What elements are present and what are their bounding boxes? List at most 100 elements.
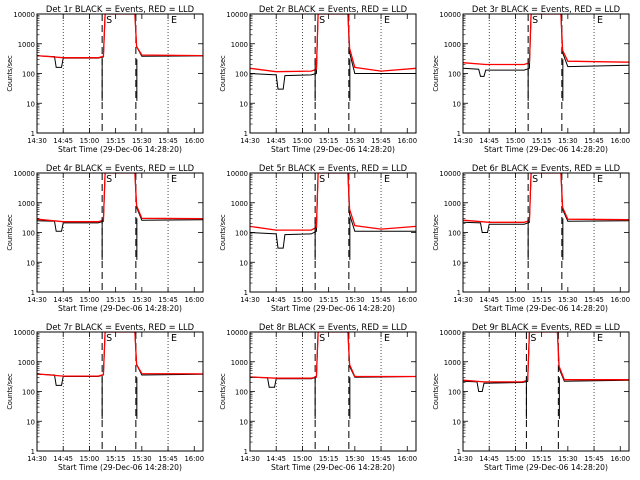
x-axis-label: Start Time (29-Dec-06 14:28:20) bbox=[58, 304, 182, 313]
events-series-line bbox=[463, 173, 629, 233]
y-tick-label: 1000 bbox=[444, 41, 461, 49]
x-tick-label: 15:45 bbox=[158, 137, 178, 145]
y-tick-label: 100 bbox=[448, 71, 461, 79]
y-tick-label: 10000 bbox=[13, 170, 35, 178]
x-tick-label: 14:45 bbox=[53, 455, 73, 463]
x-tick-label: 15:30 bbox=[132, 137, 152, 145]
x-tick-label: 15:15 bbox=[319, 455, 339, 463]
x-tick-label: 15:00 bbox=[80, 455, 100, 463]
x-axis-label: Start Time (29-Dec-06 14:28:20) bbox=[271, 304, 395, 313]
lld-series-line bbox=[37, 173, 203, 223]
x-tick-label: 15:30 bbox=[558, 137, 578, 145]
x-tick-label: 14:45 bbox=[266, 137, 286, 145]
x-tick-label: 15:00 bbox=[506, 137, 526, 145]
x-tick-label: 15:45 bbox=[584, 455, 604, 463]
y-tick-label: 10000 bbox=[226, 329, 248, 337]
x-tick-label: 14:30 bbox=[453, 455, 473, 463]
x-tick-label: 15:30 bbox=[558, 296, 578, 304]
x-tick-label: 16:00 bbox=[397, 455, 417, 463]
panel-title: Det 7r BLACK = Events, RED = LLD bbox=[46, 322, 194, 332]
start-marker-label: S bbox=[106, 174, 112, 185]
x-tick-label: 15:45 bbox=[158, 455, 178, 463]
start-marker-label: S bbox=[106, 333, 112, 344]
lld-series-line bbox=[250, 14, 416, 73]
x-axis-label: Start Time (29-Dec-06 14:28:20) bbox=[58, 145, 182, 154]
y-tick-label: 1 bbox=[244, 289, 248, 297]
y-tick-label: 10000 bbox=[226, 11, 248, 19]
lld-series-line bbox=[463, 173, 629, 223]
end-marker-label: E bbox=[597, 15, 603, 26]
start-marker-label: S bbox=[106, 15, 112, 26]
panel-title: Det 9r BLACK = Events, RED = LLD bbox=[472, 322, 620, 332]
y-axis-label: Counts/sec bbox=[219, 55, 227, 92]
y-tick-label: 1 bbox=[31, 289, 35, 297]
lld-series-line bbox=[37, 332, 203, 377]
x-tick-label: 15:15 bbox=[106, 296, 126, 304]
end-marker-label: E bbox=[171, 174, 177, 185]
panel-title: Det 3r BLACK = Events, RED = LLD bbox=[472, 4, 620, 14]
panel-title: Det 2r BLACK = Events, RED = LLD bbox=[259, 4, 407, 14]
y-tick-label: 1000 bbox=[18, 41, 35, 49]
x-tick-label: 16:00 bbox=[184, 296, 204, 304]
y-tick-label: 10 bbox=[26, 418, 35, 426]
end-marker-label: E bbox=[597, 333, 603, 344]
x-tick-label: 15:15 bbox=[532, 455, 552, 463]
y-tick-label: 10 bbox=[26, 259, 35, 267]
start-marker-label: S bbox=[319, 174, 325, 185]
y-tick-label: 1 bbox=[31, 448, 35, 456]
end-marker-label: E bbox=[597, 174, 603, 185]
y-tick-label: 1000 bbox=[18, 200, 35, 208]
x-axis-label: Start Time (29-Dec-06 14:28:20) bbox=[58, 463, 182, 472]
x-tick-label: 15:30 bbox=[132, 296, 152, 304]
y-tick-label: 10000 bbox=[13, 11, 35, 19]
y-tick-label: 1000 bbox=[444, 359, 461, 367]
y-tick-label: 10000 bbox=[439, 11, 461, 19]
x-tick-label: 14:30 bbox=[453, 296, 473, 304]
y-tick-label: 10 bbox=[239, 100, 248, 108]
panel-title: Det 8r BLACK = Events, RED = LLD bbox=[259, 322, 407, 332]
x-tick-label: 15:15 bbox=[106, 137, 126, 145]
x-axis-label: Start Time (29-Dec-06 14:28:20) bbox=[271, 145, 395, 154]
y-tick-label: 100 bbox=[235, 389, 248, 397]
y-tick-label: 100 bbox=[448, 389, 461, 397]
x-tick-label: 15:15 bbox=[532, 137, 552, 145]
x-tick-label: 14:30 bbox=[240, 455, 260, 463]
y-axis-label: Counts/sec bbox=[219, 373, 227, 410]
panel-title: Det 5r BLACK = Events, RED = LLD bbox=[259, 163, 407, 173]
y-tick-label: 100 bbox=[448, 230, 461, 238]
x-tick-label: 16:00 bbox=[610, 137, 630, 145]
y-tick-label: 1000 bbox=[231, 200, 248, 208]
x-tick-label: 16:00 bbox=[184, 455, 204, 463]
events-series-line bbox=[463, 332, 629, 392]
y-axis-label: Counts/sec bbox=[432, 55, 440, 92]
y-axis-label: Counts/sec bbox=[6, 55, 14, 92]
x-axis-label: Start Time (29-Dec-06 14:28:20) bbox=[484, 304, 608, 313]
x-tick-label: 15:00 bbox=[293, 455, 313, 463]
y-tick-label: 1 bbox=[457, 448, 461, 456]
end-marker-label: E bbox=[171, 333, 177, 344]
lld-series-line bbox=[463, 332, 629, 383]
y-tick-label: 10 bbox=[239, 418, 248, 426]
y-tick-label: 1 bbox=[244, 448, 248, 456]
y-tick-label: 1 bbox=[244, 130, 248, 138]
x-tick-label: 16:00 bbox=[397, 296, 417, 304]
y-tick-label: 100 bbox=[22, 71, 35, 79]
panel-title: Det 1r BLACK = Events, RED = LLD bbox=[46, 4, 194, 14]
x-tick-label: 14:30 bbox=[27, 296, 47, 304]
y-tick-label: 10000 bbox=[439, 170, 461, 178]
start-marker-label: S bbox=[530, 333, 536, 344]
x-tick-label: 15:00 bbox=[506, 455, 526, 463]
start-marker-label: S bbox=[319, 333, 325, 344]
x-tick-label: 15:45 bbox=[584, 296, 604, 304]
x-tick-label: 15:45 bbox=[158, 296, 178, 304]
end-marker-label: E bbox=[384, 174, 390, 185]
x-tick-label: 15:15 bbox=[319, 137, 339, 145]
y-tick-label: 1000 bbox=[231, 41, 248, 49]
y-tick-label: 10000 bbox=[13, 329, 35, 337]
